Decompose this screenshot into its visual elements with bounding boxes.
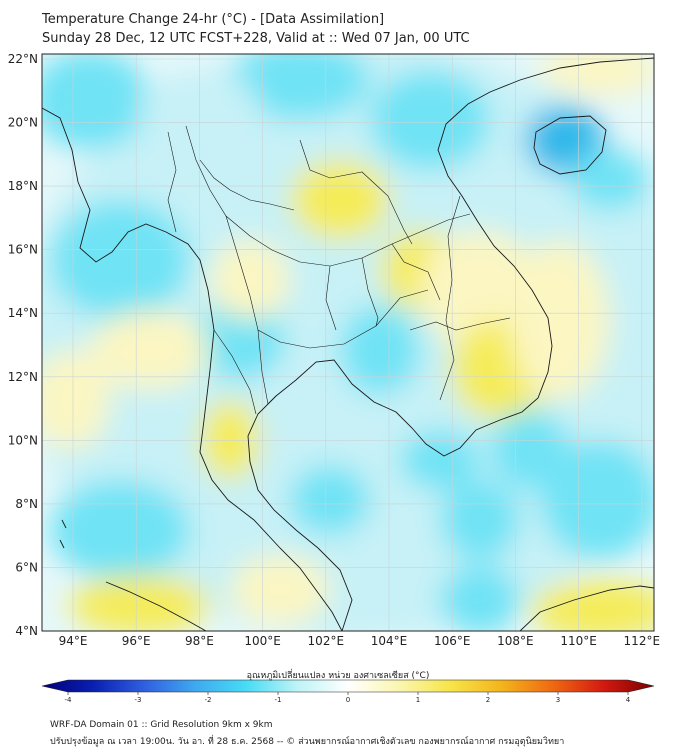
latitude-label: 18°N	[8, 179, 38, 193]
temp-anomaly-patch	[570, 150, 650, 210]
coastline-mainland	[42, 107, 343, 631]
map-title: Temperature Change 24-hr (°C) - [Data As…	[42, 12, 385, 27]
colorbar-tick-label: 0	[346, 696, 350, 704]
temp-anomaly-patch	[140, 70, 260, 150]
coastlines	[42, 57, 654, 631]
colorbar-tick-label: 2	[486, 696, 490, 704]
colorbar-tick-label: 3	[556, 696, 560, 704]
temp-anomaly-patch	[340, 305, 420, 395]
longitude-label: 112°E	[624, 634, 661, 648]
temperature-field	[42, 54, 654, 631]
coastline-sumatra	[105, 581, 207, 631]
latitude-label: 22°N	[8, 52, 38, 66]
temp-anomaly-patch	[50, 480, 190, 580]
colorbar-tick-label: -4	[65, 696, 73, 704]
temp-anomaly-patch	[440, 565, 520, 631]
temp-anomaly-patch	[490, 410, 570, 490]
temp-anomaly-patch	[290, 465, 370, 535]
map-frame	[41, 53, 655, 632]
colorbar-tick-label: 1	[416, 696, 420, 704]
colorbar-tick-label: -3	[135, 696, 142, 704]
longitude-label: 110°E	[560, 634, 597, 648]
longitude-label: 96°E	[122, 634, 151, 648]
temp-anomaly-patch	[42, 54, 150, 150]
longitude-label: 98°E	[185, 634, 214, 648]
latitude-label: 12°N	[8, 370, 38, 384]
latitude-axis: 22°N 20°N 18°N 16°N 14°N 12°N 10°N 8°N 6°N 4°N	[8, 52, 38, 638]
colorbar: -4 -3 -2 -1 0 1 2 3 4	[41, 679, 655, 704]
temp-anomaly-patch	[510, 240, 610, 400]
temp-anomaly-patch	[42, 350, 110, 450]
temp-anomaly-patch	[400, 430, 480, 490]
latitude-label: 10°N	[8, 433, 38, 447]
latitude-label: 8°N	[15, 497, 38, 511]
temp-anomaly-patch	[90, 310, 210, 390]
temp-anomaly-patch	[200, 400, 260, 480]
latitude-label: 14°N	[8, 306, 38, 320]
colorbar-tick-label: -1	[275, 696, 282, 704]
field-layer	[42, 54, 654, 631]
longitude-label: 94°E	[59, 634, 88, 648]
temp-anomaly-patch	[370, 70, 490, 170]
colorbar-tick-label: 4	[626, 696, 631, 704]
coastline-andaman	[59, 519, 67, 549]
temp-anomaly-patch	[540, 440, 654, 560]
temp-anomaly-patch	[210, 240, 290, 320]
temp-anomaly-patch	[440, 480, 520, 560]
colorbar-title: อุณหภูมิเปลี่ยนแปลง หน่วย องศาเซลเซียส (…	[246, 671, 430, 681]
longitude-label: 100°E	[244, 634, 281, 648]
coastline-hainan	[533, 115, 607, 175]
temp-anomaly-patch	[70, 575, 210, 631]
temp-anomaly-patch	[50, 200, 190, 320]
longitude-label: 102°E	[308, 634, 345, 648]
coastline-borneo	[519, 585, 654, 631]
footer-model-info: WRF-DA Domain 01 :: Grid Resolution 9km …	[50, 720, 273, 730]
latitude-label: 6°N	[15, 560, 38, 574]
longitude-label: 108°E	[497, 634, 534, 648]
coastline-gulf	[247, 57, 654, 631]
temp-anomaly-patch	[230, 555, 330, 625]
colorbar-tick-label: -2	[205, 696, 212, 704]
temp-anomaly-patch	[230, 54, 370, 120]
footer-credit: ปรับปรุงข้อมูล ณ เวลา 19:00น. วัน อา. ที…	[50, 737, 565, 747]
latitude-label: 4°N	[15, 624, 38, 638]
province-borders	[167, 125, 511, 415]
longitude-label: 104°E	[371, 634, 408, 648]
latitude-label: 20°N	[8, 116, 38, 130]
latitude-label: 16°N	[8, 243, 38, 257]
map-subtitle: Sunday 28 Dec, 12 UTC FCST+228, Valid at…	[42, 31, 470, 46]
temp-anomaly-patch	[290, 160, 390, 240]
longitude-label: 106°E	[434, 634, 471, 648]
temp-anomaly-patch	[540, 54, 654, 95]
longitude-axis: 94°E 96°E 98°E 100°E 102°E 104°E 106°E 108°E 110…	[59, 634, 660, 648]
temp-anomaly-patch	[530, 580, 654, 631]
colorbar-ticks: -4 -3 -2 -1 0 1 2 3 4	[65, 692, 631, 704]
lat-lon-grid	[42, 54, 654, 631]
